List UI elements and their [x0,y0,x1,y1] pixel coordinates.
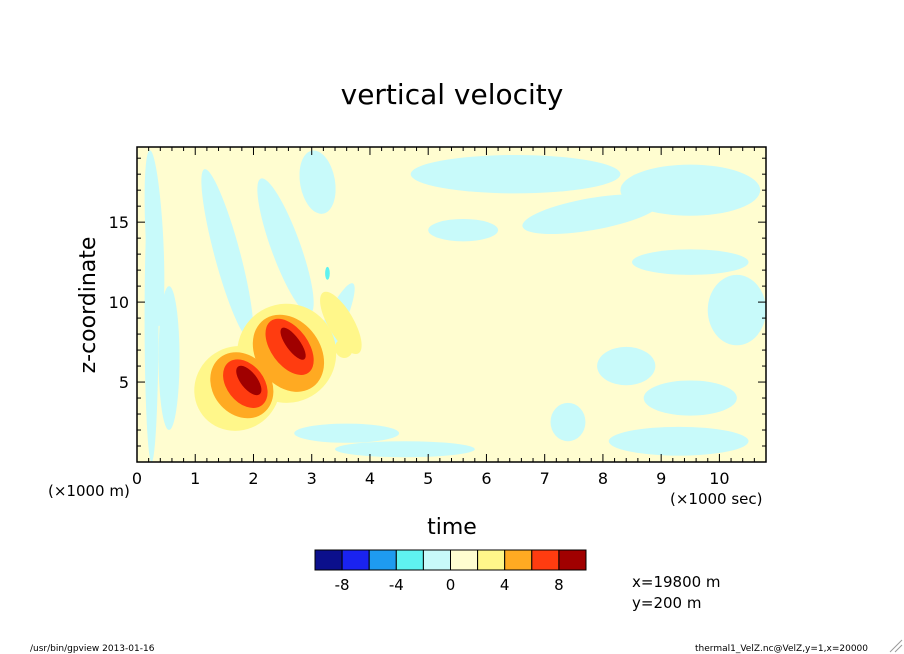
resize-grip-icon[interactable] [889,639,903,653]
colorbar-tick-label: -4 [389,576,404,594]
x-tick-label: 9 [656,469,666,488]
x-tick-label: 6 [481,469,491,488]
colorbar-swatch [368,549,397,571]
contour-region [335,441,475,458]
x-tick-label: 8 [598,469,608,488]
x-tick-label: 0 [132,469,142,488]
contour-region [236,365,262,396]
colorbar-swatch [341,549,370,571]
contour-region [550,402,586,442]
colorbar-swatch [450,549,479,571]
chart-title: vertical velocity [341,78,564,111]
footer-left: /usr/bin/gpview 2013-01-16 [30,644,155,654]
y-axis: 5 10 15 [109,157,766,447]
colorbar-swatch [422,549,451,571]
x-tick-label: 3 [307,469,317,488]
contour-region [294,423,400,443]
x-tick-label: 10 [709,469,729,488]
x-tick-label: 7 [540,469,550,488]
contour-region [608,426,749,456]
contour-region [158,286,180,431]
colorbar-swatch [558,549,587,571]
colorbar-tick-label: 4 [500,576,510,594]
contour-region [144,174,159,462]
contour-region [299,150,336,214]
x-axis: 0 1 2 3 4 5 6 7 8 9 10 [132,147,767,488]
x-unit-label: (×1000 sec) [670,490,763,508]
contour-region [280,327,306,360]
colorbar-swatch [504,549,533,571]
colorbar-swatch [531,549,560,571]
contour-region [428,218,499,242]
y-tick-label: 5 [119,373,129,392]
contour-region [597,346,656,386]
contour-region [632,249,749,275]
velocity-field [144,150,766,462]
contour-region [320,291,362,355]
y-axis-title: z-coordinate [76,237,101,374]
contour-region [522,194,661,235]
contour-region [325,266,330,280]
colorbar-tick-label: 0 [446,576,456,594]
contour-region [257,178,314,314]
annotation-x: x=19800 m [632,573,721,591]
y-unit-label: (×1000 m) [48,482,130,500]
contour-region [334,338,353,358]
colorbar-swatch [395,549,424,571]
colorbar-tick-label: 8 [554,576,564,594]
x-axis-title: time [427,515,477,540]
x-tick-label: 4 [365,469,375,488]
x-tick-label: 5 [423,469,433,488]
contour-region [707,274,766,346]
y-tick-label: 15 [109,213,129,232]
footer-right: thermal1_VelZ.nc@VelZ,y=1,x=20000 [695,644,868,654]
contour-region [643,380,737,416]
y-tick-label: 10 [109,293,129,312]
contour-region [410,154,621,194]
plot-area [136,146,767,463]
colorbar-swatch [314,549,343,571]
annotation-y: y=200 m [632,594,701,612]
contour-region [620,164,761,216]
colorbar-tick-label: -8 [335,576,350,594]
x-tick-label: 2 [248,469,258,488]
colorbar: -8 -4 0 4 8 [314,549,587,594]
colorbar-swatch [477,549,506,571]
x-tick-label: 1 [190,469,200,488]
contour-region [201,169,254,340]
